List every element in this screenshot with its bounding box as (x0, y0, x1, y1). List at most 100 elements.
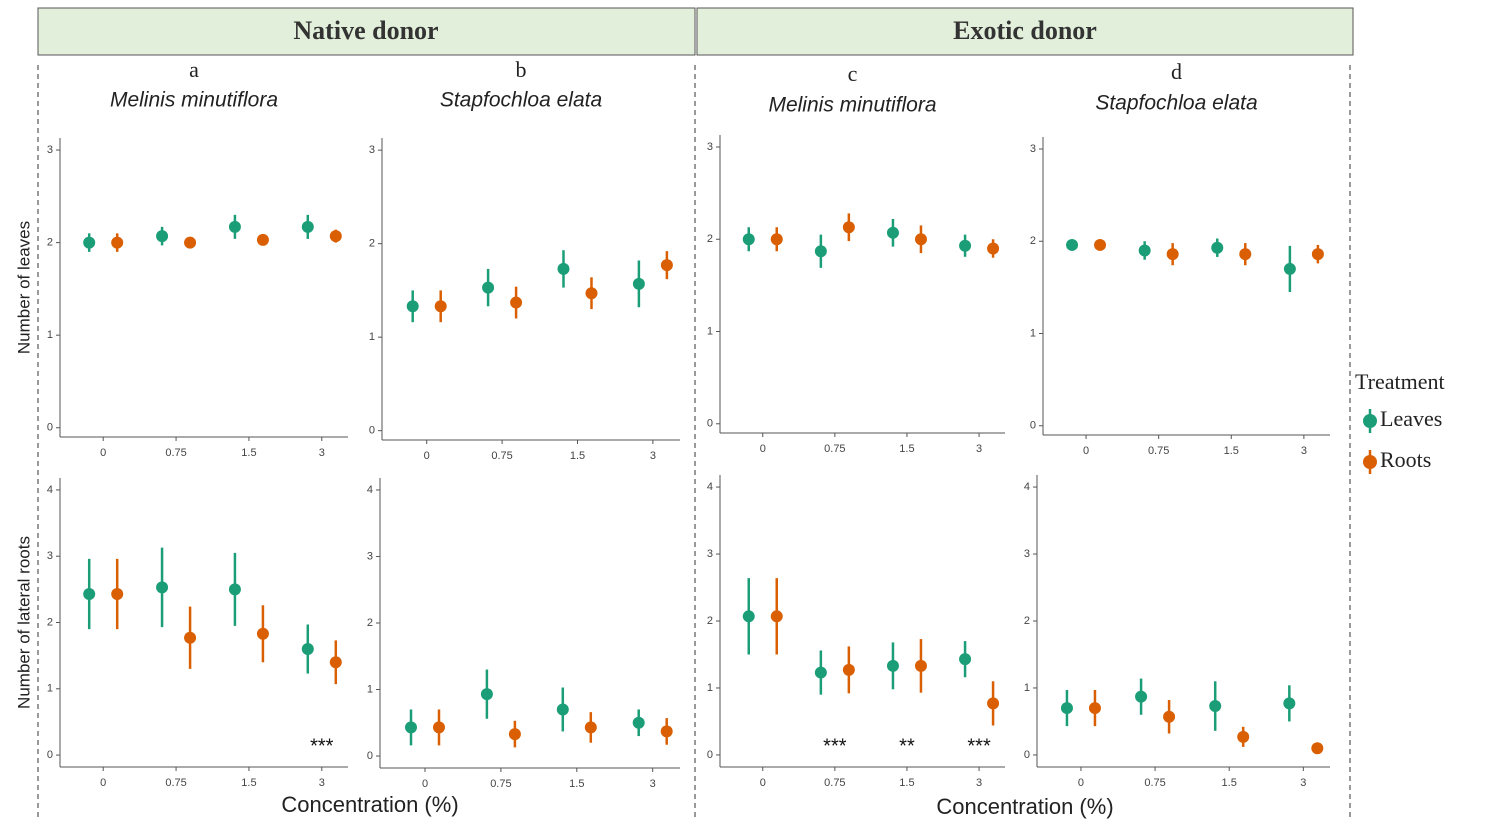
point (111, 236, 124, 249)
y-tick-label: 2 (47, 616, 53, 628)
group-title: Native donor (293, 16, 438, 45)
y-tick-label: 3 (47, 144, 53, 156)
point (111, 587, 124, 600)
point (1239, 248, 1252, 261)
point (184, 236, 197, 249)
panel-title: Melinis minutiflora (110, 89, 278, 112)
point (770, 610, 783, 623)
panel-title: Stapfochloa elata (440, 89, 602, 112)
legend-key (1363, 414, 1377, 428)
group-header-box (696, 7, 1354, 56)
y-tick-label: 0 (367, 750, 373, 762)
point (914, 659, 927, 672)
point (1138, 244, 1151, 257)
point (301, 220, 314, 233)
point (1066, 238, 1079, 251)
panel-letter: d (1171, 59, 1182, 84)
point (434, 300, 447, 313)
y-tick-label: 1 (1024, 682, 1030, 694)
x-axis-label: Concentration (%) (936, 794, 1113, 819)
point (1283, 262, 1296, 275)
x-tick-label: 1.5 (569, 778, 584, 790)
x-tick-label: 3 (650, 450, 656, 462)
x-tick-label: 1.5 (1222, 777, 1237, 789)
x-tick-label: 1.5 (899, 777, 914, 789)
x-tick-label: 1.5 (1224, 445, 1239, 457)
point (256, 627, 269, 640)
point (770, 233, 783, 246)
point (156, 581, 169, 594)
point (1163, 710, 1176, 723)
x-tick-label: 0.75 (165, 777, 186, 789)
y-tick-label: 4 (367, 484, 373, 496)
y-tick-label: 0 (47, 422, 53, 434)
x-tick-label: 0 (760, 443, 766, 455)
x-tick-label: 0.75 (824, 443, 845, 455)
y-tick-label: 4 (47, 484, 53, 496)
x-tick-label: 3 (976, 443, 982, 455)
point (660, 259, 673, 272)
panel-letter: b (516, 57, 527, 82)
point (584, 721, 597, 734)
y-axis-label: Number of leaves (14, 221, 33, 354)
y-tick-label: 3 (707, 141, 713, 153)
x-tick-label: 0.75 (491, 450, 512, 462)
panel-letter: a (189, 57, 199, 82)
y-tick-label: 3 (367, 550, 373, 562)
point (987, 697, 1000, 710)
point (632, 716, 645, 729)
y-tick-label: 4 (707, 481, 713, 493)
x-tick-label: 3 (976, 777, 982, 789)
point (1211, 241, 1224, 254)
significance: *** (310, 735, 334, 757)
y-tick-label: 3 (47, 550, 53, 562)
x-tick-label: 0.75 (824, 777, 845, 789)
y-tick-label: 3 (1024, 548, 1030, 560)
y-tick-label: 3 (1030, 143, 1036, 155)
point (433, 721, 445, 734)
y-tick-label: 3 (707, 548, 713, 560)
point (508, 728, 521, 741)
y-tick-label: 0 (707, 418, 713, 430)
point (1311, 742, 1324, 755)
x-tick-label: 3 (319, 447, 325, 459)
y-tick-label: 2 (369, 238, 375, 250)
y-tick-label: 2 (707, 233, 713, 245)
y-tick-label: 1 (369, 331, 375, 343)
x-tick-label: 1.5 (241, 447, 256, 459)
point (814, 666, 827, 679)
x-tick-label: 0.75 (1144, 777, 1165, 789)
x-tick-label: 0 (760, 777, 766, 789)
x-tick-label: 1.5 (899, 443, 914, 455)
point (1283, 697, 1296, 710)
significance: ** (899, 735, 915, 757)
point (556, 703, 569, 716)
y-axis-label: Number of lateral roots (14, 536, 33, 709)
x-tick-label: 0.75 (490, 778, 511, 790)
y-tick-label: 2 (367, 617, 373, 629)
point (156, 230, 169, 243)
point (184, 631, 197, 644)
significance: *** (967, 735, 991, 757)
panel-title: Melinis minutiflora (768, 94, 936, 117)
point (742, 233, 755, 246)
point (1135, 690, 1148, 703)
y-tick-label: 2 (47, 237, 53, 249)
panel-letter: c (848, 61, 858, 86)
y-tick-label: 2 (1030, 235, 1036, 247)
point (557, 262, 570, 275)
x-tick-label: 3 (650, 778, 656, 790)
y-tick-label: 1 (47, 329, 53, 341)
point (1060, 702, 1073, 715)
x-tick-label: 0 (424, 450, 430, 462)
y-tick-label: 1 (1030, 327, 1036, 339)
y-tick-label: 1 (47, 683, 53, 695)
point (742, 610, 755, 623)
point (480, 688, 493, 701)
x-tick-label: 0.75 (1148, 445, 1169, 457)
point (482, 281, 495, 294)
group-header-box (37, 7, 696, 56)
point (987, 242, 1000, 255)
point (959, 653, 972, 666)
